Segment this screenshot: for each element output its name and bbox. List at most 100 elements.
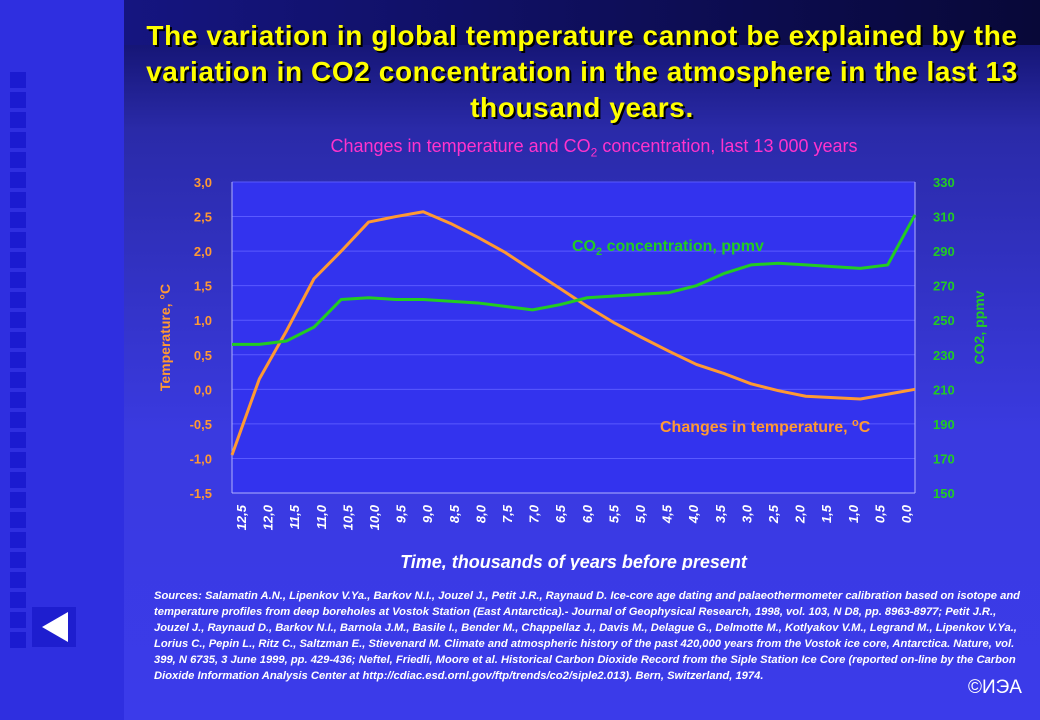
x-tick-label: 4,0	[686, 504, 701, 524]
y-left-tick-label: 1,5	[194, 279, 212, 294]
decor-square	[10, 432, 26, 448]
decor-square	[10, 412, 26, 428]
y-left-tick-label: 0,5	[194, 348, 212, 363]
co2-series-annotation: CO2 concentration, ppmv	[572, 238, 764, 258]
x-tick-label: 4,5	[660, 504, 675, 524]
line-chart: 3,0 2,5 2,0 1,5 1,0 0,5 0,0 -0,5 -1,0 -1,5 330 310 2…	[157, 175, 987, 572]
subtitle-text-pre: Changes in temperature and CO	[330, 136, 591, 156]
back-button[interactable]	[32, 607, 76, 647]
annotation-text: concentration, ppmv	[602, 238, 764, 255]
y-right-tick-label: 310	[933, 210, 955, 225]
annotation-text: CO	[572, 238, 596, 255]
chart-subtitle: Changes in temperature and CO2 concentra…	[124, 136, 1040, 160]
x-tick-label: 8,5	[447, 504, 462, 523]
x-tick-label: 0,0	[899, 504, 914, 523]
y-right-tick-label: 170	[933, 451, 955, 466]
decor-square	[10, 512, 26, 528]
x-tick-label: 9,5	[394, 504, 409, 523]
decor-square	[10, 352, 26, 368]
x-tick-label: 12,0	[261, 504, 276, 530]
y-right-tick-label: 150	[933, 486, 955, 501]
temperature-series-annotation: Changes in temperature, oC	[660, 417, 871, 436]
decor-square	[10, 552, 26, 568]
temperature-series-line	[230, 210, 916, 456]
decor-square	[10, 492, 26, 508]
decor-square	[10, 572, 26, 588]
x-tick-label: 9,0	[420, 504, 435, 523]
annotation-subscript: 2	[596, 246, 602, 258]
x-tick-label: 0,5	[872, 504, 887, 523]
title-band	[124, 0, 1040, 45]
x-tick-label: 12,5	[234, 504, 249, 530]
x-tick-label: 6,5	[553, 504, 568, 523]
decor-square	[10, 392, 26, 408]
y-right-tick-label: 250	[933, 313, 955, 328]
decor-square	[10, 232, 26, 248]
subtitle-subscript: 2	[590, 145, 598, 160]
x-tick-label: 10,0	[367, 504, 382, 530]
x-tick-label: 11,0	[314, 504, 329, 529]
x-tick-label: 7,5	[500, 504, 515, 523]
decor-square	[10, 252, 26, 268]
y-left-tick-label: 0,0	[194, 382, 212, 397]
decor-square	[10, 592, 26, 608]
decor-square	[10, 152, 26, 168]
x-tick-label: 3,0	[739, 504, 754, 523]
subtitle-text-post: concentration, last 13 000 years	[597, 136, 858, 156]
decor-square	[10, 172, 26, 188]
x-tick-label: 1,5	[819, 504, 834, 523]
slide-title: The variation in global temperature cann…	[146, 20, 1018, 123]
x-tick-label: 5,0	[633, 504, 648, 523]
decor-square	[10, 612, 26, 628]
y-left-tick-label: 3,0	[194, 175, 212, 190]
co2-series-line	[232, 214, 917, 346]
y-right-tick-label: 210	[933, 382, 955, 397]
decor-square	[10, 272, 26, 288]
decor-square	[10, 192, 26, 208]
x-tick-label: 6,0	[580, 504, 595, 523]
decor-square	[10, 472, 26, 488]
decor-square	[10, 72, 26, 88]
decor-square	[10, 132, 26, 148]
y-left-tick-label: 2,0	[194, 244, 212, 259]
x-tick-label: 7,0	[527, 504, 542, 523]
x-axis-title: Time, thousands of years before present	[400, 552, 748, 570]
decor-square	[10, 532, 26, 548]
x-tick-label: 3,5	[713, 504, 728, 523]
y-right-tick-label: 330	[933, 175, 955, 190]
decor-square	[10, 632, 26, 648]
chart-area: 3,0 2,5 2,0 1,5 1,0 0,5 0,0 -0,5 -1,0 -1,5 330 310 2…	[146, 164, 988, 572]
sources-text: Sources: Salamatin A.N., Lipenkov V.Ya.,…	[154, 590, 1021, 682]
x-tick-label: 5,5	[606, 504, 621, 523]
decor-square	[10, 312, 26, 328]
annotation-text: C	[859, 419, 871, 436]
y-right-tick-label: 290	[933, 244, 955, 259]
x-tick-label: 1,0	[846, 504, 861, 523]
y-right-tick-label: 190	[933, 417, 955, 432]
decor-square	[10, 372, 26, 388]
y-right-axis-title: CO2, ppmv	[971, 290, 987, 364]
x-tick-label: 10,5	[340, 504, 355, 530]
decor-square	[10, 112, 26, 128]
y-left-tick-label: 1,0	[194, 313, 212, 328]
y-left-axis-title: Temperature, °C	[157, 284, 173, 391]
y-left-tick-label: 2,5	[194, 210, 212, 225]
plot-background	[232, 182, 915, 493]
copyright: ©ИЭА	[968, 677, 1022, 698]
y-right-tick-label: 270	[933, 279, 955, 294]
x-tick-label: 2,0	[793, 504, 808, 524]
x-tick-label: 2,5	[766, 504, 781, 524]
decor-square	[10, 292, 26, 308]
decor-square	[10, 452, 26, 468]
x-tick-label: 8,0	[473, 504, 488, 523]
back-arrow-icon	[42, 612, 68, 642]
y-left-tick-label: -1,5	[190, 486, 212, 501]
y-left-tick-label: -1,0	[190, 451, 212, 466]
decor-square	[10, 212, 26, 228]
x-tick-label: 11,5	[287, 504, 302, 529]
decor-square	[10, 332, 26, 348]
y-left-tick-label: -0,5	[190, 417, 212, 432]
annotation-superscript: o	[852, 417, 859, 429]
decor-square	[10, 92, 26, 108]
y-right-tick-label: 230	[933, 348, 955, 363]
